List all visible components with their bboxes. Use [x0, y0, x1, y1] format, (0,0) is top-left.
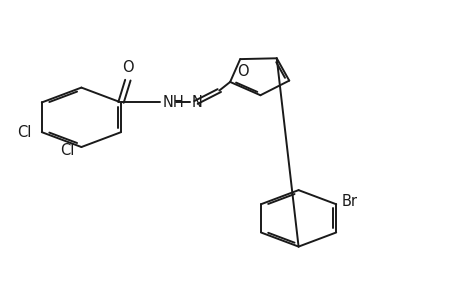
- Text: N: N: [191, 95, 202, 110]
- Text: O: O: [236, 64, 248, 80]
- Text: O: O: [122, 60, 134, 75]
- Text: NH: NH: [162, 95, 184, 110]
- Text: Br: Br: [341, 194, 357, 209]
- Text: Cl: Cl: [60, 142, 74, 158]
- Text: Cl: Cl: [17, 125, 32, 140]
